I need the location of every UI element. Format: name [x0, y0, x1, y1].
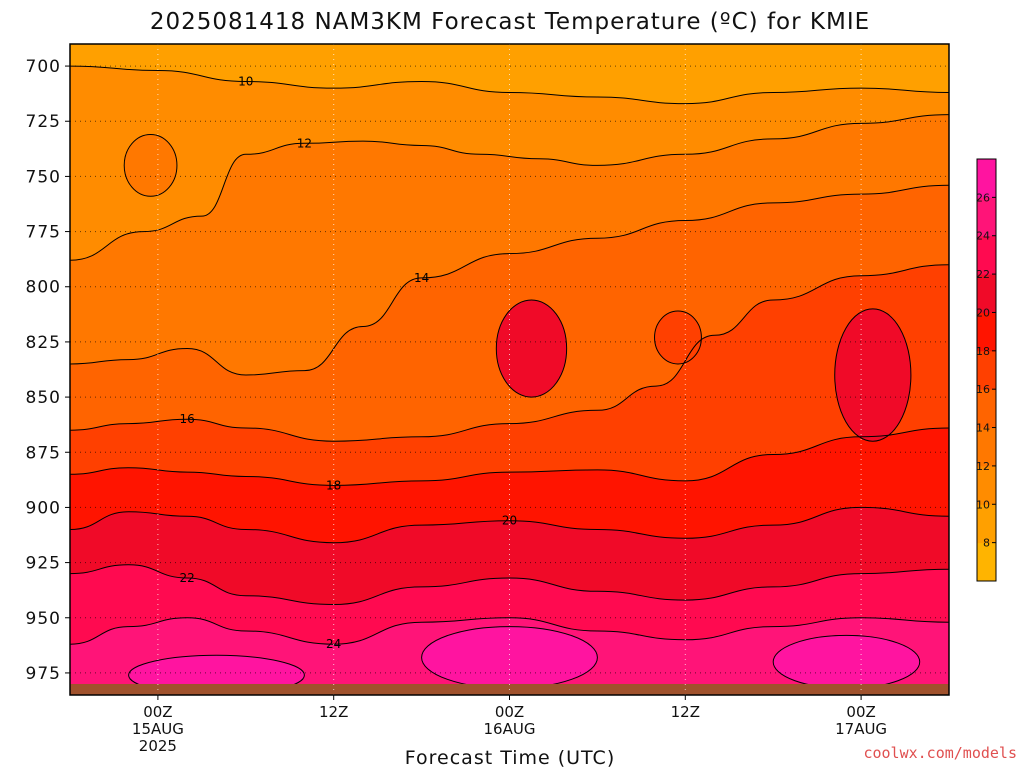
contour-label-10: 10: [238, 75, 253, 89]
colorbar-segment: [977, 504, 996, 544]
contour-line-10: [70, 65, 949, 105]
contour-core-20: [495, 299, 568, 398]
colorbar-frame: [976, 158, 997, 582]
x-tick-label: 2025: [139, 737, 177, 755]
y-tick-label: 900: [26, 498, 61, 518]
colorbar-label: 22: [976, 268, 990, 281]
colorbar-label: 12: [976, 460, 990, 473]
y-tick-label: 875: [26, 443, 61, 463]
chart-title: 2025081418 NAM3KM Forecast Temperature (…: [150, 9, 870, 35]
y-tick-label: 925: [26, 554, 61, 574]
y-tick-label: 975: [26, 664, 61, 684]
contour-labels: 10 12 14 16 18 20 22 24: [180, 75, 518, 652]
colorbar-label: 20: [976, 306, 990, 319]
colorbar-label: 14: [976, 422, 990, 435]
contour-label-14: 14: [414, 271, 429, 285]
contour-label-24: 24: [326, 637, 341, 651]
contour-label-16: 16: [180, 412, 195, 426]
contour-line-16: [70, 264, 949, 442]
x-tick-label: 16AUG: [484, 720, 536, 738]
colorbar-label: 8: [983, 537, 990, 550]
colorbar-label: 24: [976, 230, 990, 243]
contour-line-22: [70, 564, 949, 606]
colorbar: 8 10 12 14 16 18 20 22 24 26: [976, 158, 997, 582]
contour-line-14: [70, 184, 949, 376]
contour-label-12: 12: [297, 136, 312, 150]
contour-core-16: [654, 310, 702, 365]
contour-label-18: 18: [326, 478, 341, 492]
x-tick-label: 00Z: [495, 703, 524, 721]
y-tick-label: 800: [26, 278, 61, 298]
x-axis-label: Forecast Time (UTC): [405, 747, 615, 768]
y-tick-label: 750: [26, 167, 61, 187]
colorbar-segment: [977, 312, 996, 352]
contour-core-20: [834, 308, 912, 442]
colorbar-segment: [977, 159, 996, 198]
colorbar-label: 18: [976, 345, 990, 358]
y-axis-ticks: 700 725 750 775 800 825 850 875 900 925 950 975: [26, 57, 70, 684]
x-tick-label: 00Z: [143, 703, 172, 721]
contour-core-12: [123, 133, 178, 197]
contour-line-20: [70, 506, 949, 544]
contour-label-22: 22: [180, 571, 195, 585]
y-tick-label: 825: [26, 333, 61, 353]
colorbar-label: 16: [976, 383, 990, 396]
colorbar-segment: [977, 350, 996, 390]
y-tick-label: 725: [26, 112, 61, 132]
colorbar-segment: [977, 235, 996, 275]
y-tick-label: 700: [26, 57, 61, 77]
contour-line-12: [70, 114, 949, 261]
y-tick-label: 950: [26, 609, 61, 629]
x-tick-label: 15AUG: [132, 720, 184, 738]
x-tick-label: 17AUG: [835, 720, 887, 738]
credit-text[interactable]: coolwx.com/models: [863, 744, 1017, 762]
contour-core-26: [772, 634, 921, 689]
colorbar-segment: [977, 197, 996, 237]
colorbar-label: 10: [976, 498, 990, 511]
contour-label-20: 20: [502, 514, 517, 528]
y-tick-label: 775: [26, 223, 61, 243]
colorbar-segment: [977, 389, 996, 429]
colorbar-segment: [977, 542, 996, 582]
colorbar-segment: [977, 274, 996, 313]
x-tick-label: 12Z: [671, 703, 700, 721]
colorbar-segment: [977, 427, 996, 467]
grid-lines: [70, 44, 949, 695]
x-tick-label: 00Z: [846, 703, 875, 721]
y-tick-label: 850: [26, 388, 61, 408]
colorbar-segment: [977, 465, 996, 505]
contour-line-18: [70, 427, 949, 486]
contour-line-24: [70, 617, 949, 645]
x-tick-label: 12Z: [319, 703, 348, 721]
colorbar-label: 26: [976, 191, 990, 204]
